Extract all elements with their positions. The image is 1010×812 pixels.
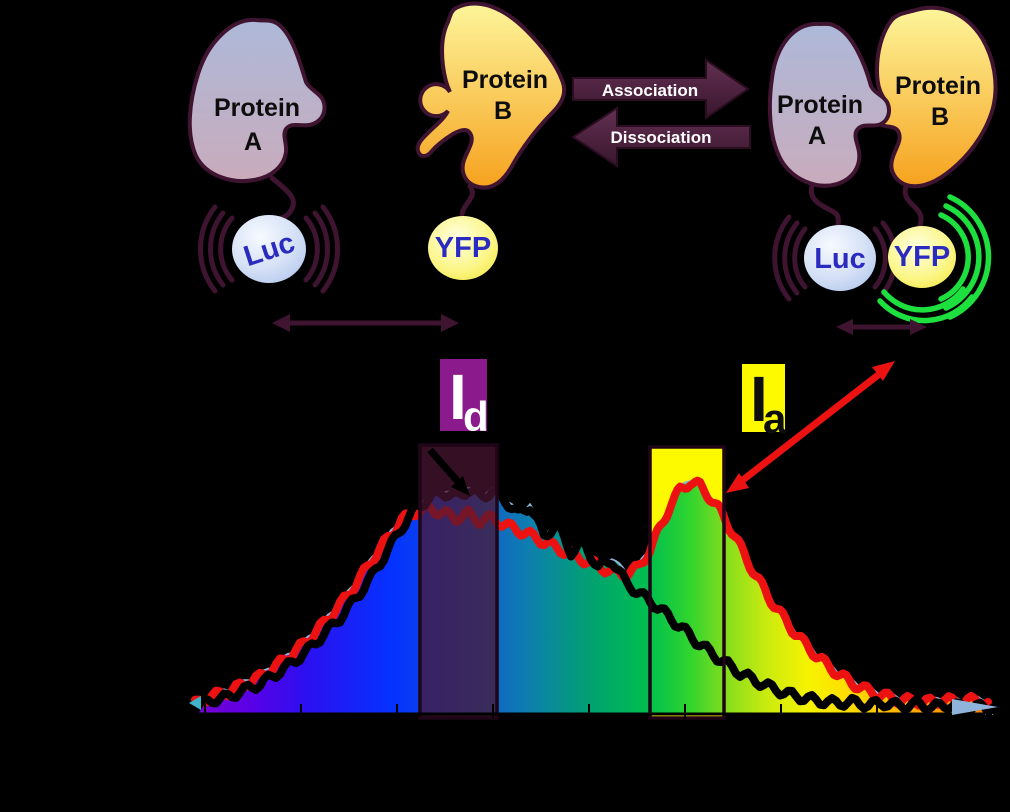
donor-band-arrow xyxy=(427,447,470,496)
acceptor-to-complex-arrow xyxy=(726,361,895,493)
protein-a-label-line1: Protein xyxy=(214,94,300,122)
complex-yfp-linker xyxy=(902,183,924,231)
luc-emission-arcs xyxy=(197,204,341,294)
donor-label-main: I xyxy=(449,361,467,433)
acceptor-label-sub: a xyxy=(763,395,787,442)
donor-distance-arrow xyxy=(272,314,459,332)
luc-ball xyxy=(232,215,306,283)
donor-label-sub: d xyxy=(463,393,489,440)
protein-b-linker xyxy=(459,183,475,217)
axis-ticks xyxy=(204,704,878,719)
acceptor-band-border xyxy=(648,445,726,720)
complex-yfp-emission-arcs xyxy=(877,194,992,324)
complex-yfp-label: YFP xyxy=(894,241,950,273)
protein-a-unit: Protein A Luc xyxy=(187,17,341,294)
donor-intensity-label: I d xyxy=(440,359,489,440)
association-label: Association xyxy=(602,81,698,100)
axis-arrowhead xyxy=(952,699,998,715)
donor-label-box xyxy=(440,359,487,431)
complex-unit: Protein A Protein B Luc YFP xyxy=(767,5,998,324)
complex-protein-b-line2: B xyxy=(931,103,949,131)
spectrum-area xyxy=(194,480,994,715)
acceptor-label-main: I xyxy=(750,363,768,435)
protein-b-label-line1: Protein xyxy=(462,66,548,94)
complex-protein-b-line1: Protein xyxy=(895,72,981,100)
complex-luc-label: Luc xyxy=(814,243,866,275)
complex-yfp-ball xyxy=(888,226,956,288)
dissociation-label: Dissociation xyxy=(610,128,711,147)
protein-b-blob xyxy=(415,1,567,190)
protein-a-label-line2: A xyxy=(244,128,262,156)
protein-b-unit: Protein B YFP xyxy=(415,1,567,280)
acceptor-intensity-label: I a xyxy=(742,363,787,442)
complex-protein-b-blob xyxy=(860,5,998,189)
yfp-ball xyxy=(428,216,498,280)
complex-distance-arrow xyxy=(836,319,927,335)
complex-protein-a-line1: Protein xyxy=(777,91,863,119)
complex-protein-a-blob xyxy=(767,21,891,188)
yfp-label: YFP xyxy=(435,232,491,264)
complex-luc-ball xyxy=(804,225,876,291)
complex-luc-linker xyxy=(808,183,841,230)
protein-a-blob xyxy=(187,17,327,183)
protein-b-label-line2: B xyxy=(494,97,512,125)
axis-start-mark xyxy=(189,696,201,710)
complex-protein-a-line2: A xyxy=(808,122,826,150)
donor-curve xyxy=(191,485,996,717)
acceptor-label-box xyxy=(742,364,785,432)
dissociation-arrow: Dissociation xyxy=(571,106,751,168)
association-arrow: Association xyxy=(572,58,750,120)
spectrum xyxy=(189,443,998,720)
